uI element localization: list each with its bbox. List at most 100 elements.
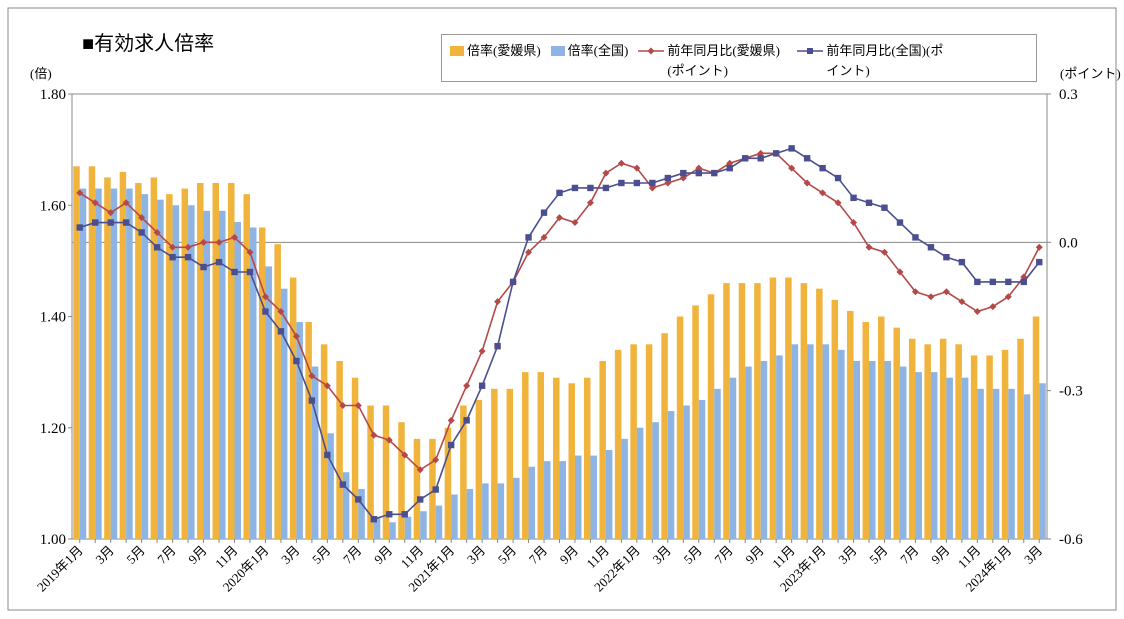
marker	[850, 219, 858, 227]
marker	[927, 244, 935, 251]
bar	[135, 183, 142, 539]
marker	[788, 145, 795, 152]
bar	[1001, 349, 1009, 539]
bar	[977, 388, 984, 539]
bar	[150, 177, 158, 539]
bar	[249, 227, 257, 539]
bar	[893, 327, 900, 539]
bar	[141, 194, 149, 539]
marker	[432, 486, 439, 493]
bar	[289, 277, 297, 539]
bar	[1008, 388, 1015, 539]
marker	[386, 511, 393, 518]
marker	[184, 243, 192, 251]
marker	[308, 372, 316, 380]
marker	[261, 293, 269, 301]
x-tick-label: 7月	[154, 543, 178, 567]
bar	[553, 377, 560, 539]
bar	[869, 361, 876, 539]
marker	[912, 234, 919, 241]
bar	[212, 183, 220, 539]
y-axis-label: (倍)	[30, 66, 52, 81]
bar	[522, 372, 529, 539]
marker	[1004, 293, 1012, 301]
bar	[847, 310, 854, 539]
bar	[908, 338, 916, 539]
marker	[370, 516, 377, 523]
swatch-marker	[807, 48, 814, 54]
bar	[544, 461, 551, 539]
bar	[776, 355, 783, 539]
bar	[265, 266, 272, 539]
marker	[865, 199, 873, 206]
bar	[203, 210, 211, 539]
marker	[911, 288, 919, 296]
legend-item: 前年同月比(愛媛県)(ポイント)	[638, 41, 787, 81]
bar	[280, 288, 288, 539]
bar	[382, 405, 390, 539]
bar	[745, 366, 752, 539]
marker	[169, 253, 176, 261]
bar	[683, 405, 690, 539]
bar	[1017, 338, 1024, 539]
bar	[88, 166, 96, 539]
bar	[738, 283, 746, 539]
marker	[91, 199, 99, 207]
legend-item: 前年同月比(全国)(ポイント)	[797, 41, 946, 81]
bar	[188, 205, 195, 539]
bar	[590, 455, 597, 539]
y-tick-label: 1.20	[40, 421, 66, 437]
marker	[649, 179, 656, 187]
marker	[354, 402, 362, 409]
y-tick-label: 1.00	[40, 532, 66, 548]
bar	[305, 322, 312, 539]
marker	[819, 189, 827, 197]
marker	[989, 278, 997, 286]
bar	[104, 177, 111, 539]
marker	[602, 169, 610, 177]
bar	[568, 383, 575, 539]
bar	[296, 322, 303, 539]
x-tick-label: 5月	[309, 543, 333, 567]
bar	[605, 450, 613, 539]
bar	[915, 372, 922, 539]
x-tick-label: 5月	[681, 543, 705, 567]
bar	[327, 433, 334, 539]
bar	[822, 344, 830, 539]
marker	[711, 169, 718, 177]
marker	[92, 219, 99, 226]
marker	[200, 263, 207, 271]
bar	[342, 472, 350, 539]
bar	[583, 377, 591, 539]
x-tick-label: 5月	[495, 543, 519, 567]
marker	[401, 451, 409, 459]
marker	[478, 382, 486, 389]
marker	[571, 219, 579, 227]
bar	[946, 377, 953, 539]
bar	[1023, 394, 1031, 539]
marker	[695, 169, 702, 177]
marker	[602, 184, 610, 192]
bar	[243, 194, 250, 539]
marker	[355, 496, 362, 503]
bar	[228, 183, 235, 539]
marker	[958, 258, 966, 266]
bar	[961, 377, 969, 539]
marker	[107, 209, 115, 217]
marker	[494, 342, 501, 350]
marker	[107, 219, 114, 226]
bar	[930, 372, 938, 539]
marker	[958, 298, 966, 306]
marker	[757, 155, 764, 162]
bar	[884, 361, 891, 539]
bar	[444, 427, 452, 539]
bar	[274, 244, 281, 539]
marker	[896, 268, 904, 276]
marker	[417, 496, 424, 503]
marker	[231, 233, 238, 241]
marker	[277, 308, 285, 316]
legend-label: 前年同月比(全国)(ポイント)	[826, 43, 944, 78]
marker	[416, 466, 424, 474]
